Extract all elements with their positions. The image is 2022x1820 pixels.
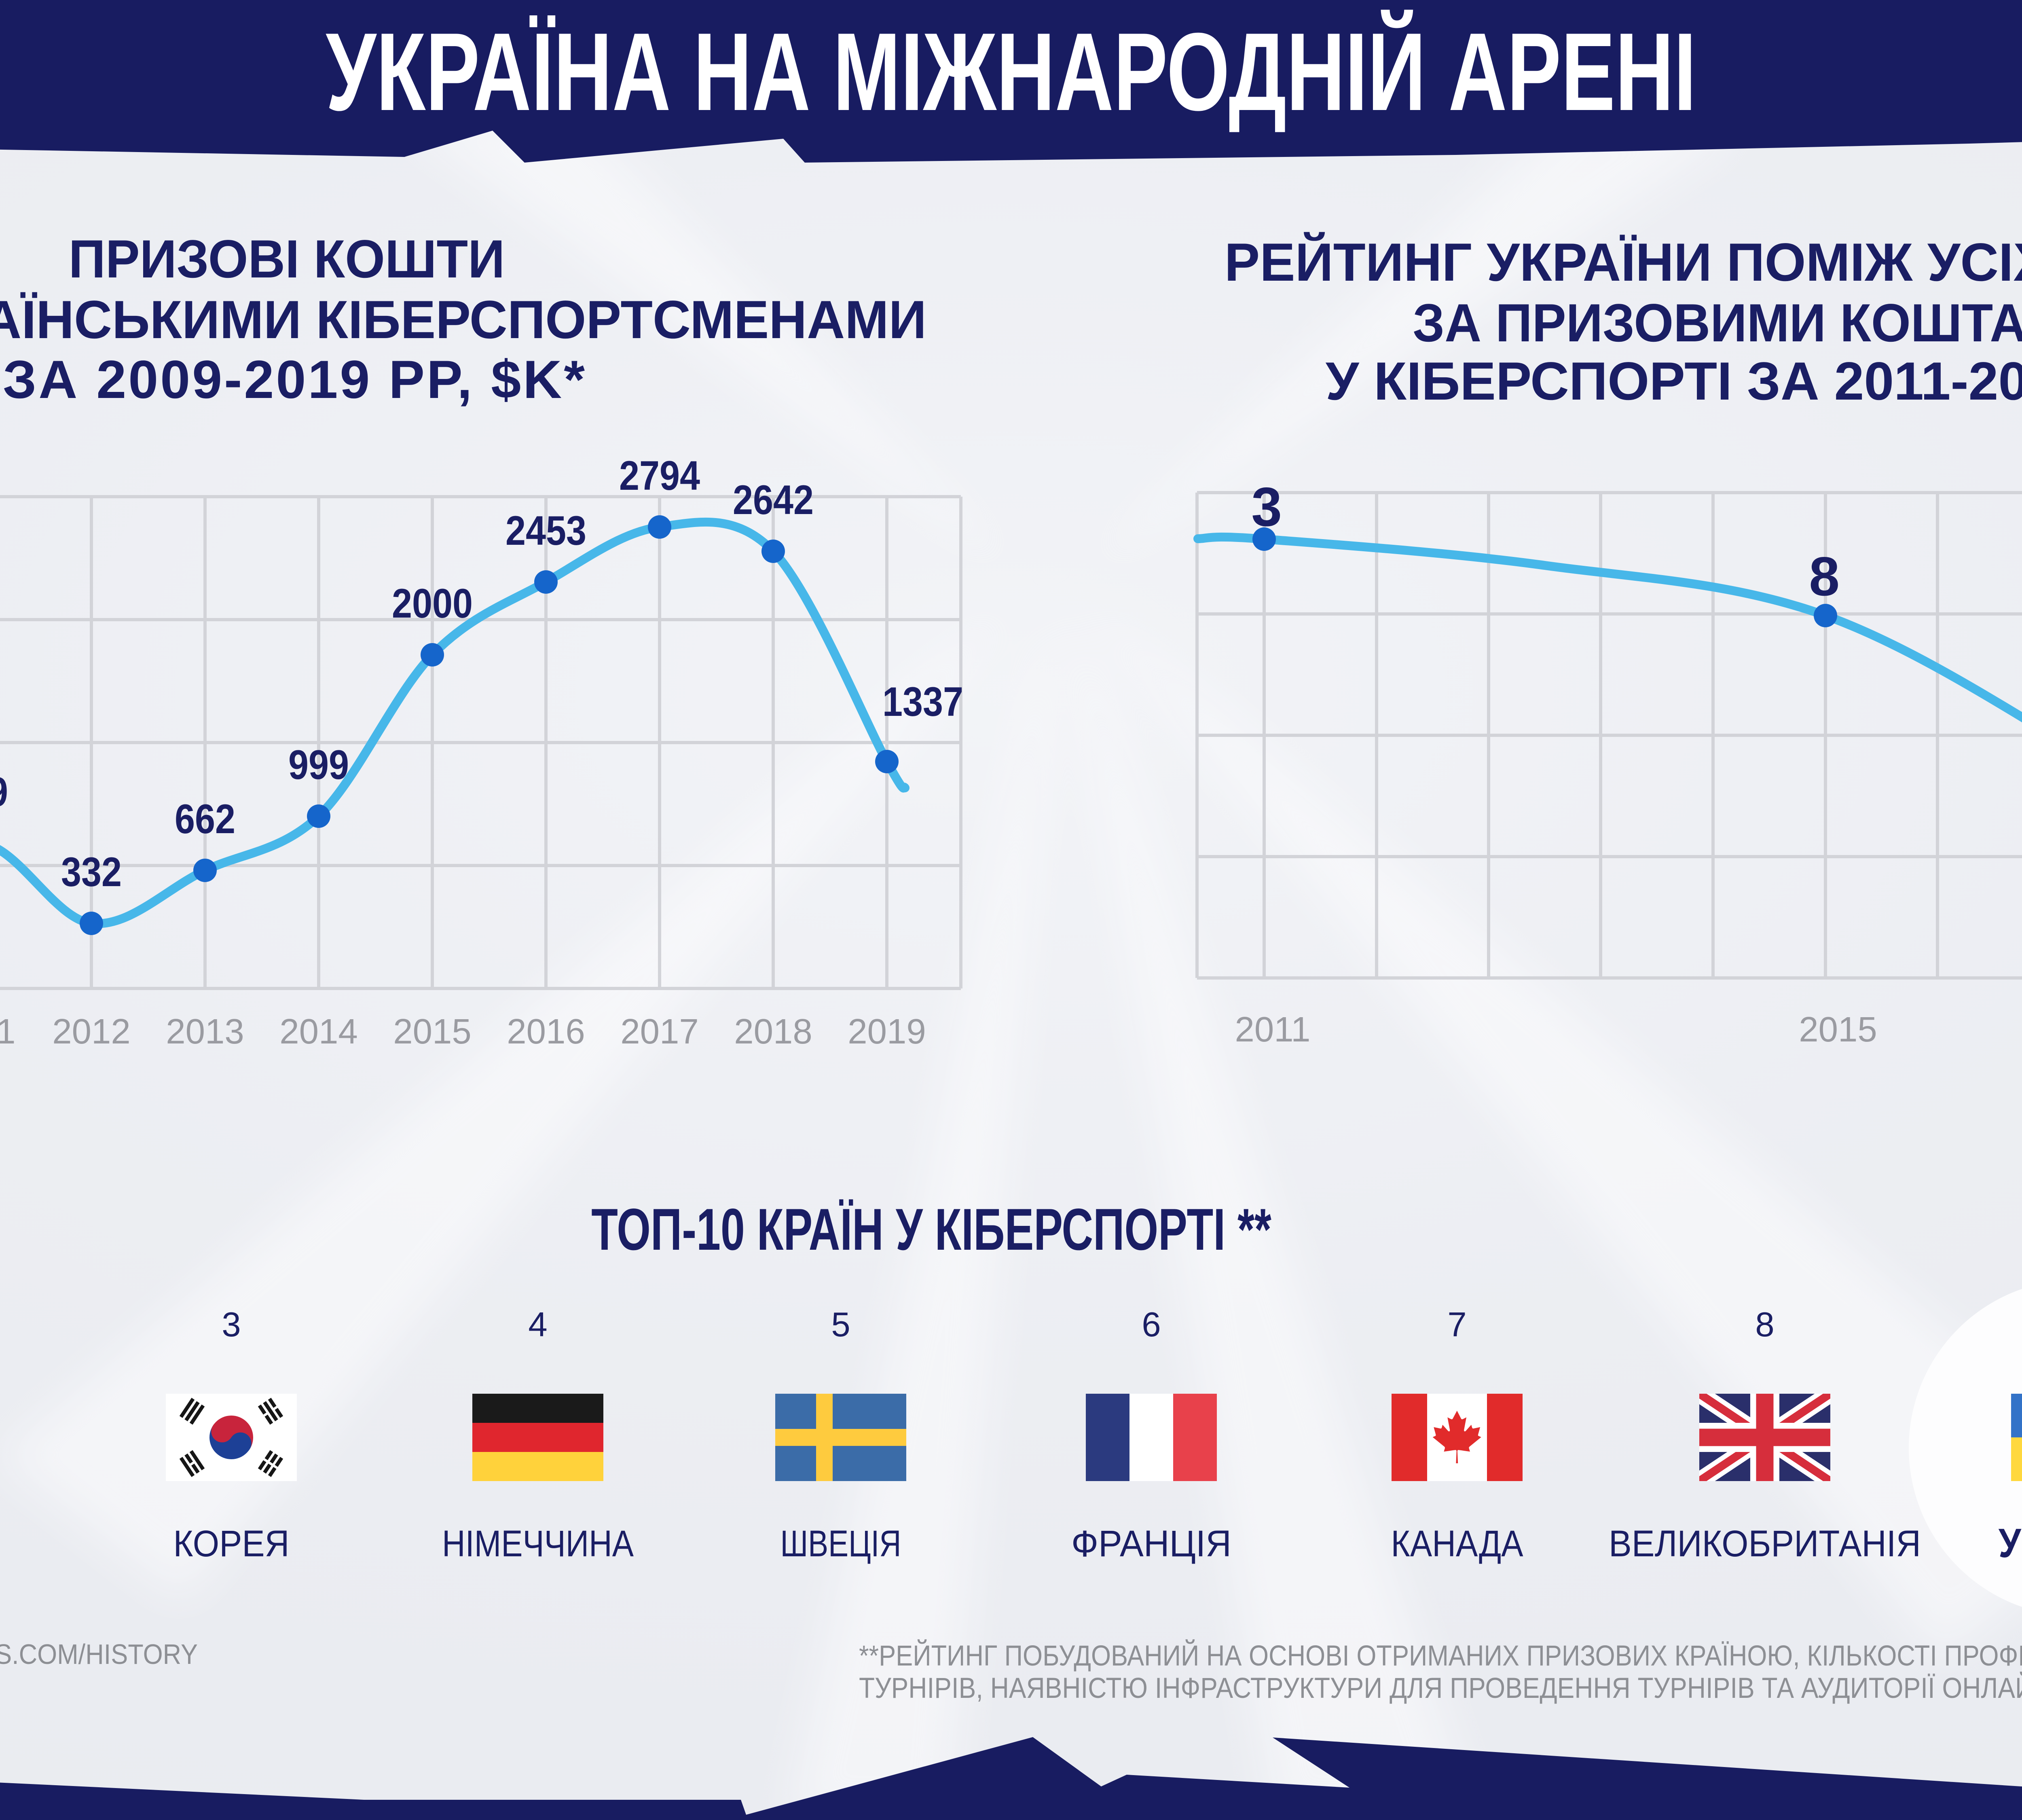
svg-text:КОРЕЯ: КОРЕЯ <box>173 1523 290 1564</box>
svg-text:ТУРНІРІВ, НАЯВНІСТЮ ІНФРАСТРУК: ТУРНІРІВ, НАЯВНІСТЮ ІНФРАСТРУКТУРИ ДЛЯ П… <box>859 1672 2022 1704</box>
svg-text:2016: 2016 <box>507 1012 585 1051</box>
svg-text:2453: 2453 <box>506 508 586 554</box>
svg-text:**РЕЙТИНГ ПОБУДОВАНИЙ НА ОСНОВ: **РЕЙТИНГ ПОБУДОВАНИЙ НА ОСНОВІ ОТРИМАНИ… <box>859 1640 2022 1672</box>
svg-text:2794: 2794 <box>619 453 700 499</box>
svg-text:ТОП-10 КРАЇН У КІБЕРСПОРТІ **: ТОП-10 КРАЇН У КІБЕРСПОРТІ ** <box>591 1197 1271 1263</box>
svg-text:5: 5 <box>831 1306 850 1344</box>
svg-text:ЗА 2009-2019 РР, $K*: ЗА 2009-2019 РР, $K* <box>3 350 587 410</box>
svg-text:НІМЕЧЧИНА: НІМЕЧЧИНА <box>442 1523 634 1564</box>
svg-text:7: 7 <box>1447 1306 1466 1344</box>
svg-text:2018: 2018 <box>734 1012 812 1051</box>
svg-text:2015: 2015 <box>1799 1010 1877 1049</box>
svg-text:2000: 2000 <box>392 581 473 627</box>
svg-text:829: 829 <box>0 769 8 815</box>
svg-text:2011: 2011 <box>0 1012 16 1051</box>
svg-text:3: 3 <box>222 1306 241 1344</box>
svg-text:2014: 2014 <box>279 1012 358 1051</box>
svg-text:999: 999 <box>288 742 349 788</box>
svg-text:4: 4 <box>528 1306 547 1344</box>
svg-text:1337: 1337 <box>882 679 963 725</box>
svg-text:2011: 2011 <box>1235 1010 1310 1049</box>
svg-text:ЗА ПРИЗОВИМИ КОШТАМИ: ЗА ПРИЗОВИМИ КОШТАМИ <box>1413 293 2022 353</box>
svg-text:2013: 2013 <box>166 1012 244 1051</box>
svg-text:ПРИЗОВІ КОШТИ: ПРИЗОВІ КОШТИ <box>69 229 505 289</box>
svg-text:2012: 2012 <box>52 1012 131 1051</box>
svg-text:РЕЙТИНГ УКРАЇНИ ПОМІЖ УСІХ ДЕР: РЕЙТИНГ УКРАЇНИ ПОМІЖ УСІХ ДЕРЖАВ <box>1225 232 2022 292</box>
svg-text:2019: 2019 <box>848 1012 926 1051</box>
svg-text:ВЕЛИКОБРИТАНІЯ: ВЕЛИКОБРИТАНІЯ <box>1609 1523 1921 1564</box>
svg-text:2017: 2017 <box>620 1012 699 1051</box>
svg-text:2642: 2642 <box>733 477 814 523</box>
svg-text:*HTTPS://WWW.ESPORTSEARNINGS.C: *HTTPS://WWW.ESPORTSEARNINGS.COM/HISTORY <box>0 1638 198 1670</box>
svg-text:662: 662 <box>175 796 235 842</box>
svg-text:ФРАНЦІЯ: ФРАНЦІЯ <box>1071 1523 1231 1564</box>
svg-text:УКРАЇНА НА МІЖНАРОДНІЙ АРЕНІ: УКРАЇНА НА МІЖНАРОДНІЙ АРЕНІ <box>326 10 1696 133</box>
svg-text:УКРАЇНА: УКРАЇНА <box>1999 1520 2022 1566</box>
svg-text:ШВЕЦІЯ: ШВЕЦІЯ <box>780 1523 901 1564</box>
svg-text:6: 6 <box>1142 1306 1161 1344</box>
svg-text:2015: 2015 <box>393 1012 472 1051</box>
svg-text:8: 8 <box>1755 1306 1774 1344</box>
svg-text:3: 3 <box>1251 476 1283 538</box>
svg-text:332: 332 <box>61 849 122 895</box>
svg-text:ВИГРАНІ УКРАЇНСЬКИМИ КІБЕРСПОР: ВИГРАНІ УКРАЇНСЬКИМИ КІБЕРСПОРТСМЕНАМИ <box>0 290 926 350</box>
svg-text:КАНАДА: КАНАДА <box>1391 1523 1524 1564</box>
svg-text:У КІБЕРСПОРТІ ЗА 2011-2019 РР*: У КІБЕРСПОРТІ ЗА 2011-2019 РР* <box>1326 351 2022 411</box>
svg-text:8: 8 <box>1809 546 1841 607</box>
